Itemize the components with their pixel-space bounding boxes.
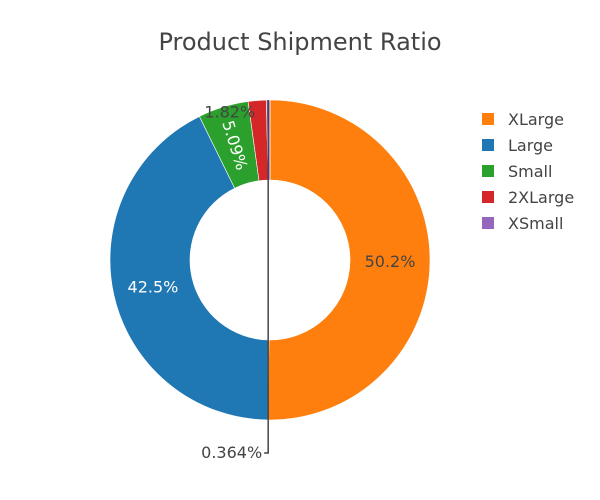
legend-item-2xlarge[interactable]: 2XLarge xyxy=(482,188,574,207)
legend-swatch-small xyxy=(482,165,494,177)
legend-label-xlarge: XLarge xyxy=(508,110,564,129)
legend-label-small: Small xyxy=(508,162,552,181)
slice-label-xlarge: 50.2% xyxy=(365,252,416,271)
legend-item-large[interactable]: Large xyxy=(482,136,553,155)
slice-label-xsmall: 0.364% xyxy=(201,443,262,462)
slice-label-2xlarge: 1.82% xyxy=(204,103,255,122)
slice-large[interactable] xyxy=(109,116,270,421)
legend-label-large: Large xyxy=(508,136,553,155)
legend-item-xlarge[interactable]: XLarge xyxy=(482,110,564,129)
leader-line-xsmall xyxy=(264,100,269,454)
legend-item-xsmall[interactable]: XSmall xyxy=(482,214,563,233)
legend-swatch-xsmall xyxy=(482,217,494,229)
legend: XLarge Large Small 2XLarge XSmall xyxy=(482,110,574,233)
slice-label-large: 42.5% xyxy=(128,277,179,296)
legend-item-small[interactable]: Small xyxy=(482,162,552,181)
legend-swatch-large xyxy=(482,139,494,151)
legend-label-2xlarge: 2XLarge xyxy=(508,188,574,207)
slices-layer xyxy=(109,99,431,421)
chart-title: Product Shipment Ratio xyxy=(158,28,441,56)
slice-xlarge[interactable] xyxy=(267,99,431,421)
legend-swatch-xlarge xyxy=(482,113,494,125)
legend-swatch-2xlarge xyxy=(482,191,494,203)
legend-label-xsmall: XSmall xyxy=(508,214,563,233)
